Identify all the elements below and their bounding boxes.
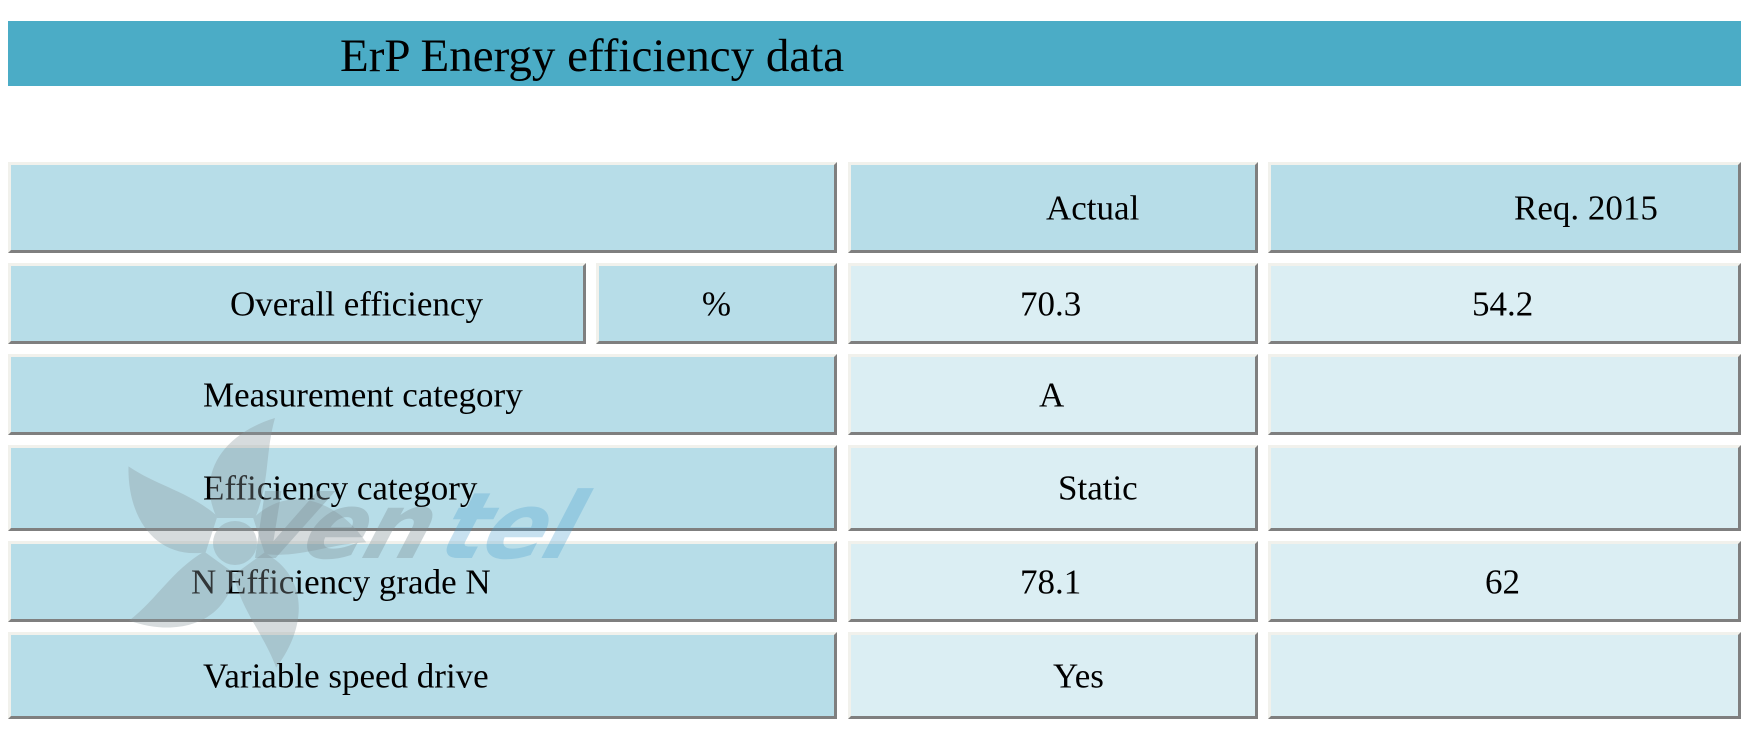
row-req-value: 62 [1485, 562, 1520, 601]
title-bar [8, 21, 1741, 86]
row-actual-value: 70.3 [1020, 284, 1082, 323]
row-label: Overall efficiency [230, 284, 483, 323]
row-actual-value: A [1039, 375, 1065, 414]
row-actual-cell: A [848, 354, 1258, 435]
row-label-cell: Efficiency category [8, 445, 837, 531]
row-label: Variable speed drive [203, 656, 489, 695]
row-req-cell [1268, 445, 1741, 531]
row-actual-cell: 70.3 [848, 263, 1258, 344]
row-label: N Efficiency grade N [191, 562, 491, 601]
header-req-cell: Req. 2015 [1268, 162, 1741, 253]
row-req-cell [1268, 354, 1741, 435]
header-actual-cell: Actual [848, 162, 1258, 253]
row-actual-value: 78.1 [1020, 562, 1082, 601]
row-actual-value: Static [1058, 468, 1138, 508]
row-label-cell: N Efficiency grade N [8, 541, 837, 622]
row-label: Measurement category [203, 375, 523, 414]
row-label-cell: Measurement category [8, 354, 837, 435]
row-req-value: 54.2 [1472, 284, 1534, 323]
header-label-cell [8, 162, 837, 253]
row-label-cell: Variable speed drive [8, 632, 837, 719]
row-unit-cell: % [596, 263, 837, 344]
row-actual-cell: 78.1 [848, 541, 1258, 622]
row-label: Efficiency category [203, 468, 478, 508]
row-actual-value: Yes [1053, 656, 1104, 695]
row-req-cell: 54.2 [1268, 263, 1741, 344]
row-req-cell [1268, 632, 1741, 719]
row-req-cell: 62 [1268, 541, 1741, 622]
row-unit: % [701, 284, 732, 323]
row-actual-cell: Static [848, 445, 1258, 531]
header-req-label: Req. 2015 [1514, 188, 1658, 227]
page-title: ErP Energy efficiency data [340, 30, 845, 82]
row-actual-cell: Yes [848, 632, 1258, 719]
row-label-cell: Overall efficiency [8, 263, 586, 344]
header-actual-label: Actual [1046, 188, 1140, 227]
